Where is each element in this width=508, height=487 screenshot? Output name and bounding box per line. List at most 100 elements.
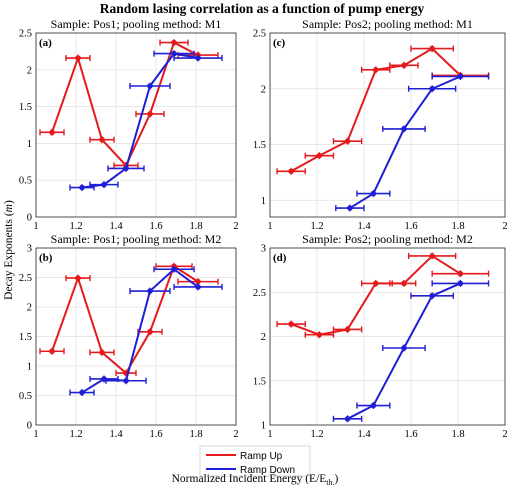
- series-ramp-down: [335, 72, 490, 212]
- y-tick-label: 2.5: [19, 273, 32, 284]
- data-point: [288, 168, 294, 175]
- x-tick-label: 1.6: [149, 221, 162, 232]
- x-tick-label: 1.4: [357, 221, 371, 232]
- series-ramp-up: [39, 262, 219, 377]
- series-ramp-down: [69, 50, 223, 192]
- data-point: [147, 328, 153, 335]
- x-tick-label: 1.6: [149, 429, 162, 440]
- x-tick-label: 2: [502, 221, 507, 232]
- data-point: [401, 126, 407, 132]
- data-point: [457, 270, 464, 277]
- y-tick-label: 1: [261, 196, 266, 207]
- y-axis-label-var: m: [3, 204, 15, 212]
- x-tick-label: 2: [233, 429, 238, 440]
- panel-tag: (a): [39, 37, 52, 49]
- y-tick-label: 2.5: [19, 29, 32, 40]
- x-tick-label: 1.4: [357, 429, 371, 440]
- data-point: [316, 152, 323, 159]
- data-point: [99, 349, 105, 356]
- x-tick-label: 1.8: [451, 429, 464, 440]
- y-tick-label: 1: [261, 421, 266, 432]
- axes-frame: [35, 247, 237, 426]
- data-point: [372, 67, 379, 73]
- data-point: [49, 129, 55, 136]
- data-point: [344, 138, 351, 144]
- series-ramp-up: [276, 45, 490, 175]
- y-tick-label: 1.5: [253, 376, 266, 387]
- x-axis-label-close: ): [335, 473, 339, 485]
- data-point: [429, 85, 435, 92]
- data-point: [401, 280, 407, 287]
- data-point: [79, 184, 85, 191]
- data-point: [75, 275, 81, 281]
- data-point: [195, 55, 201, 61]
- x-tick-label: 1: [33, 221, 38, 232]
- data-point: [344, 326, 351, 333]
- axes-frame: [269, 32, 506, 218]
- panel-b: 1 1.2 1.4 1.6 1.8 2 0 0.5 1 1.5 2 2.5 3 Sample: Pos1;…: [19, 232, 239, 440]
- series-line: [349, 75, 461, 209]
- panel-tag: (c): [273, 37, 286, 49]
- data-point: [401, 345, 407, 351]
- panel-d: 1 1.2 1.4 1.6 1.8 2 1 1.5 2 2.5 3 Sample: Pos2; poo…: [253, 232, 508, 440]
- y-tick-label: 2: [27, 303, 32, 314]
- x-tick-label: 1.8: [189, 221, 202, 232]
- series-line: [81, 267, 199, 394]
- axes-frame: [269, 247, 506, 426]
- data-point: [429, 45, 435, 52]
- y-tick-label: 1.5: [253, 140, 266, 151]
- data-point: [344, 416, 351, 422]
- x-axis-label: Normalized Incident Energy (E/Eth.): [172, 473, 339, 487]
- panel-title: Sample: Pos1; pooling method: M1: [51, 17, 222, 31]
- data-point: [316, 331, 323, 338]
- data-point: [370, 190, 377, 197]
- data-point: [171, 266, 177, 273]
- panel-tag: (d): [273, 252, 287, 264]
- y-axis-label-text: Decay Exponents (: [3, 212, 15, 300]
- x-tick-label: 1.6: [404, 429, 417, 440]
- x-axis-label-sub: th.: [326, 478, 334, 487]
- y-tick-label: 0.5: [19, 391, 32, 402]
- data-point: [195, 278, 201, 285]
- x-tick-label: 1.6: [404, 221, 417, 232]
- data-point: [457, 73, 464, 80]
- data-point: [75, 55, 81, 61]
- legend-label-ramp-down: Ramp Down: [240, 465, 295, 476]
- x-tick-label: 1.2: [310, 429, 323, 440]
- data-point: [372, 280, 379, 287]
- y-tick-label: 0.5: [19, 176, 32, 187]
- x-tick-label: 2: [502, 429, 507, 440]
- x-tick-label: 1.4: [109, 221, 123, 232]
- y-tick-label: 2: [261, 332, 266, 343]
- x-tick-label: 1.8: [451, 221, 464, 232]
- series-line: [51, 264, 199, 375]
- series-line: [81, 52, 199, 189]
- y-tick-label: 2: [261, 84, 266, 95]
- x-tick-label: 1: [267, 221, 272, 232]
- figure-title: Random lasing correlation as a function …: [100, 1, 425, 16]
- data-point: [171, 50, 177, 57]
- data-point: [347, 205, 353, 211]
- x-tick-label: 1.2: [69, 221, 82, 232]
- legend-box: [199, 445, 311, 477]
- data-point: [147, 111, 153, 117]
- series-line: [51, 41, 199, 168]
- x-tick-label: 1.2: [310, 221, 323, 232]
- panel-a: 1 1.2 1.4 1.6 1.8 2 0 0.5 1 1.5 2 2.5 Sample: Pos1; …: [19, 17, 239, 232]
- x-tick-label: 1: [267, 429, 272, 440]
- y-tick-label: 0: [27, 421, 32, 432]
- data-point: [457, 280, 464, 287]
- panels: 1 1.2 1.4 1.6 1.8 2 0 0.5 1 1.5 2 2.5 Sample: Pos1; …: [19, 17, 508, 440]
- x-tick-label: 1.8: [189, 429, 202, 440]
- y-tick-label: 2.5: [253, 29, 266, 40]
- axes-frame: [35, 32, 237, 218]
- data-point: [49, 348, 55, 355]
- data-point: [147, 83, 153, 89]
- data-point: [429, 292, 435, 299]
- y-tick-label: 2: [27, 65, 32, 76]
- y-tick-label: 1: [27, 362, 32, 373]
- data-point: [101, 181, 107, 188]
- series-ramp-down: [332, 279, 490, 423]
- y-axis-label: Decay Exponents (m): [3, 200, 15, 300]
